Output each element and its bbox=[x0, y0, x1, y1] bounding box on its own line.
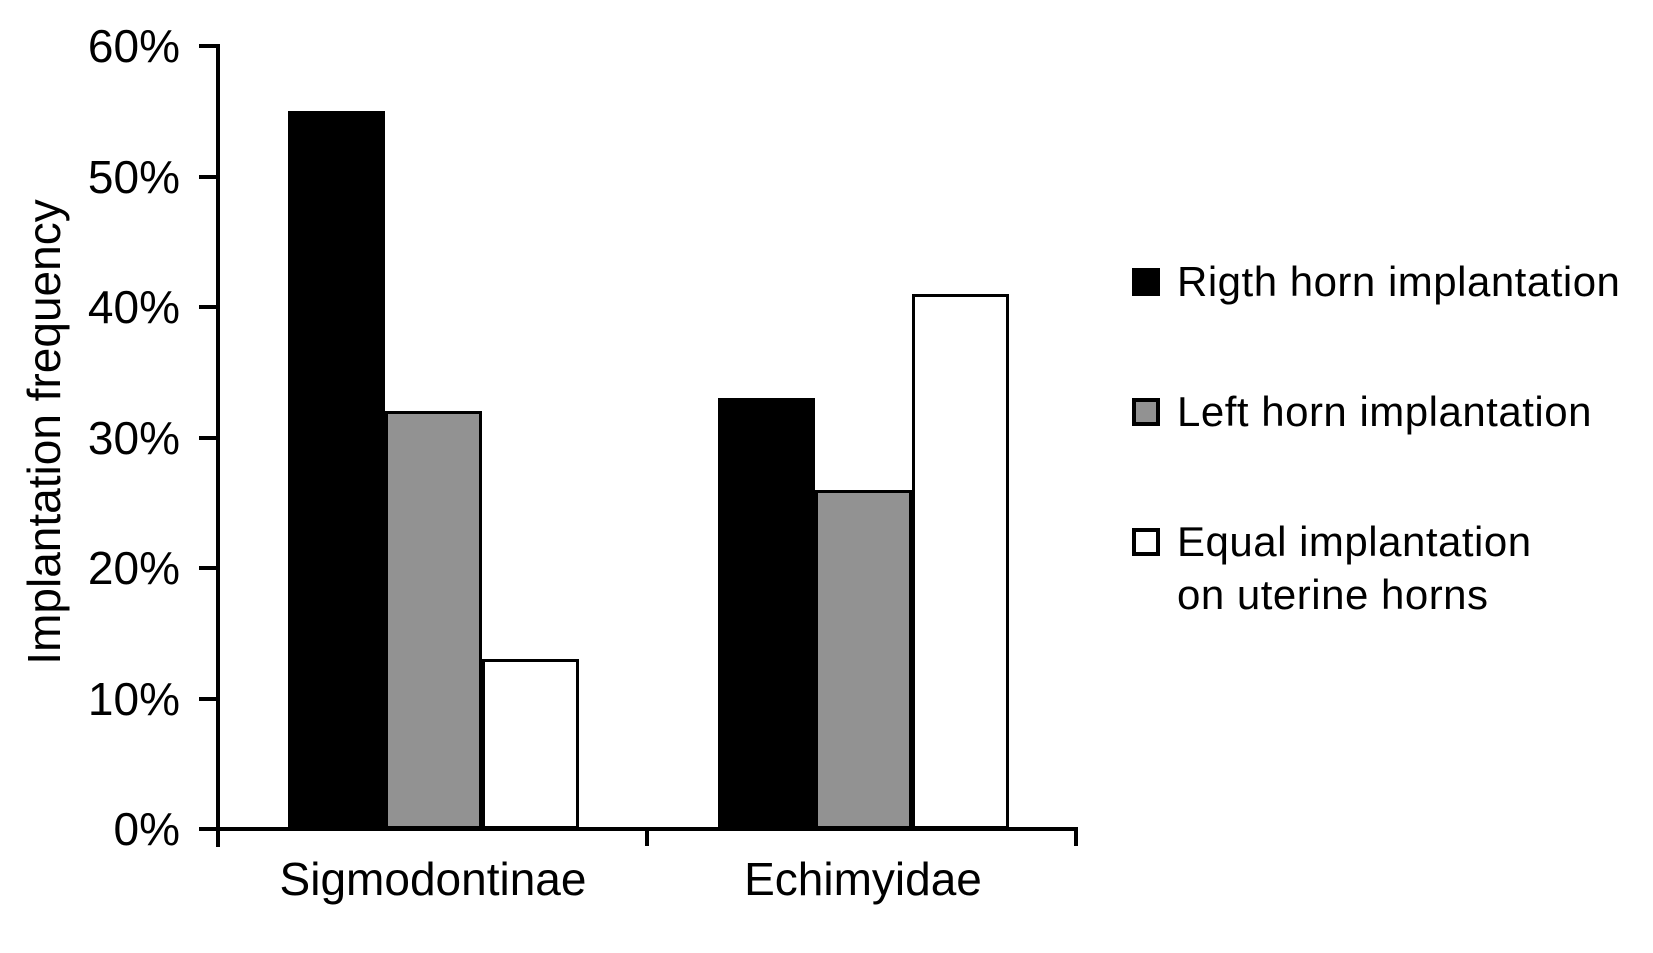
bar-sigmodontinae-equal-implantation bbox=[482, 659, 579, 829]
y-tick-label: 50% bbox=[87, 150, 180, 203]
y-tick bbox=[199, 44, 216, 48]
x-tick bbox=[1074, 827, 1078, 846]
y-tick-label: 0% bbox=[113, 803, 180, 855]
y-tick bbox=[199, 435, 216, 440]
x-tick bbox=[216, 827, 220, 846]
y-tick bbox=[199, 696, 216, 701]
category-label-sigmodontinae: Sigmodontinae bbox=[279, 853, 587, 905]
bar-echimyidae-left-horn-implantation bbox=[815, 490, 912, 829]
y-tick-label: 20% bbox=[87, 542, 180, 594]
y-tick bbox=[199, 827, 216, 831]
y-tick-label: 10% bbox=[87, 672, 180, 725]
y-axis-line bbox=[216, 44, 220, 847]
y-tick-label: 30% bbox=[87, 411, 180, 464]
y-tick-label: 40% bbox=[87, 281, 180, 333]
x-tick bbox=[645, 827, 649, 846]
y-tick bbox=[199, 566, 216, 570]
bar-echimyidae-right-horn-implantation bbox=[718, 398, 815, 829]
category-label-echimyidae: Echimyidae bbox=[744, 853, 982, 905]
bar-sigmodontinae-left-horn-implantation bbox=[385, 411, 482, 829]
bar-sigmodontinae-right-horn-implantation bbox=[288, 111, 385, 829]
y-tick bbox=[199, 305, 216, 309]
bar-echimyidae-equal-implantation bbox=[912, 294, 1009, 829]
y-tick-label: 60% bbox=[87, 20, 180, 72]
y-tick bbox=[199, 174, 216, 179]
